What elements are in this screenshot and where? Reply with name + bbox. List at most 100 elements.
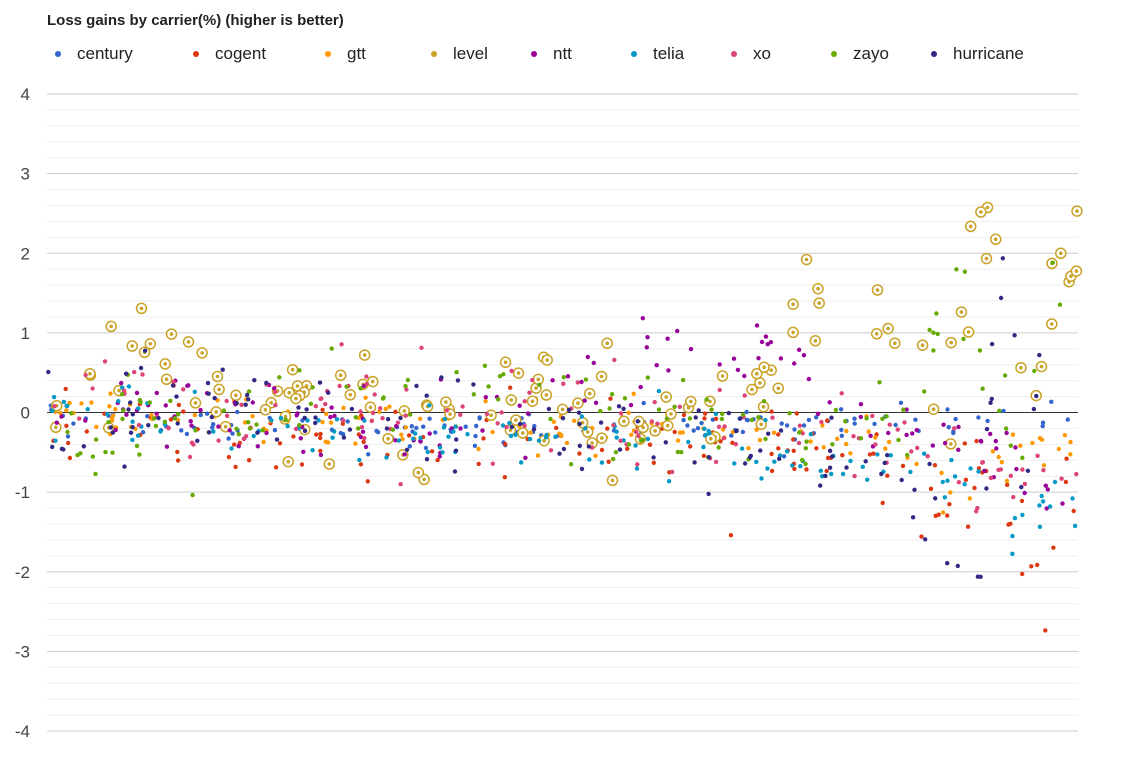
data-point-ntt: [765, 342, 770, 347]
data-point-xo: [273, 389, 278, 394]
data-point-zayo: [153, 423, 159, 429]
data-point-xo: [460, 404, 465, 409]
data-point-ntt: [295, 411, 300, 416]
data-point-zayo: [246, 420, 251, 425]
data-point-hurricane: [454, 437, 459, 442]
data-point-century: [838, 407, 844, 412]
data-point-telia: [1010, 533, 1015, 539]
data-point-zayo: [607, 406, 612, 411]
data-point-zayo: [905, 452, 910, 458]
data-point-xo: [499, 410, 504, 415]
data-point-ntt: [318, 452, 324, 458]
data-point-cogent: [947, 502, 952, 507]
data-point-center: [984, 256, 989, 261]
data-point-gtt: [1068, 452, 1073, 457]
data-point-hurricane: [1012, 333, 1017, 338]
data-point-cogent: [672, 429, 677, 435]
data-point-cogent: [299, 462, 305, 467]
data-point-telia: [713, 411, 719, 417]
data-point-hurricane: [122, 464, 127, 469]
data-point-century: [946, 425, 951, 430]
data-point-telia: [968, 466, 973, 471]
data-point-xo: [635, 462, 640, 467]
data-point-century: [985, 418, 990, 424]
data-point-cogent: [175, 449, 180, 455]
data-point-hurricane: [255, 430, 260, 435]
data-point-telia: [633, 443, 638, 448]
data-point-xo: [121, 388, 127, 393]
data-point-telia: [949, 457, 954, 463]
data-point-center: [448, 412, 452, 416]
data-point-xo: [364, 381, 369, 387]
data-point-telia: [702, 426, 707, 431]
data-point-gtt: [873, 435, 878, 440]
data-point-cogent: [769, 468, 775, 474]
data-point-xo: [509, 368, 514, 374]
data-point-center: [544, 393, 549, 397]
data-point-zayo: [609, 392, 615, 397]
data-point-telia: [192, 389, 197, 394]
data-point-zayo: [877, 380, 882, 385]
data-point-hurricane: [863, 459, 868, 464]
data-point-gtt: [820, 423, 825, 428]
data-point-cogent: [1029, 564, 1034, 569]
data-point-cogent: [974, 438, 979, 444]
data-point-hurricane: [621, 406, 626, 411]
data-point-ntt: [1044, 506, 1049, 511]
data-point-century: [211, 422, 216, 427]
data-point-gtt: [557, 431, 562, 436]
data-point-center: [669, 412, 673, 416]
data-point-cogent: [340, 421, 345, 426]
data-point-ntt: [363, 444, 369, 450]
data-point-zayo: [664, 416, 670, 421]
data-point-zayo: [613, 450, 619, 455]
data-point-century: [893, 422, 898, 428]
data-point-hurricane: [341, 435, 347, 440]
data-point-xo: [77, 416, 82, 421]
data-point-cogent: [429, 449, 435, 454]
data-point-cogent: [503, 442, 508, 447]
data-point-ntt: [731, 356, 737, 361]
data-point-ntt: [113, 427, 118, 433]
data-point-hurricane: [455, 378, 461, 383]
data-point-gtt: [418, 416, 423, 421]
data-point-telia: [229, 446, 234, 451]
data-point-zayo: [190, 492, 195, 498]
data-point-center: [290, 367, 295, 372]
data-point-ntt: [360, 429, 366, 434]
legend: century cogent gtt level ntt telia xo zayo hurri…: [55, 42, 1115, 66]
data-point-zayo: [454, 370, 459, 375]
data-point-telia: [656, 388, 662, 394]
data-point-gtt: [564, 440, 570, 446]
data-point-gtt: [967, 496, 972, 501]
data-point-hurricane: [766, 431, 771, 436]
data-point-center: [338, 373, 343, 378]
data-point-ntt: [756, 356, 761, 361]
data-point-center: [979, 210, 983, 214]
data-point-ntt: [868, 433, 873, 438]
legend-swatch: [531, 51, 537, 57]
data-point-hurricane: [209, 414, 214, 420]
data-point-center: [966, 330, 971, 334]
data-point-telia: [305, 418, 310, 423]
data-point-telia: [1047, 504, 1053, 509]
data-point-telia: [51, 394, 57, 400]
data-point-center: [893, 341, 897, 346]
data-point-ntt: [164, 444, 170, 449]
data-point-ntt: [904, 407, 909, 412]
data-point-telia: [396, 438, 402, 443]
data-point-center: [422, 477, 426, 482]
data-point-cogent: [651, 460, 656, 465]
data-point-zayo: [103, 449, 108, 455]
data-point-xo: [713, 459, 719, 465]
data-point-ntt: [941, 422, 946, 427]
data-point-hurricane: [777, 456, 782, 461]
data-point-xo: [403, 413, 408, 418]
data-point-center: [585, 430, 590, 434]
data-point-xo: [722, 424, 727, 429]
data-point-xo: [1022, 481, 1028, 487]
data-point-zayo: [720, 411, 725, 416]
data-point-telia: [427, 403, 432, 408]
data-point-telia: [519, 460, 524, 465]
data-point-gtt: [996, 454, 1001, 460]
